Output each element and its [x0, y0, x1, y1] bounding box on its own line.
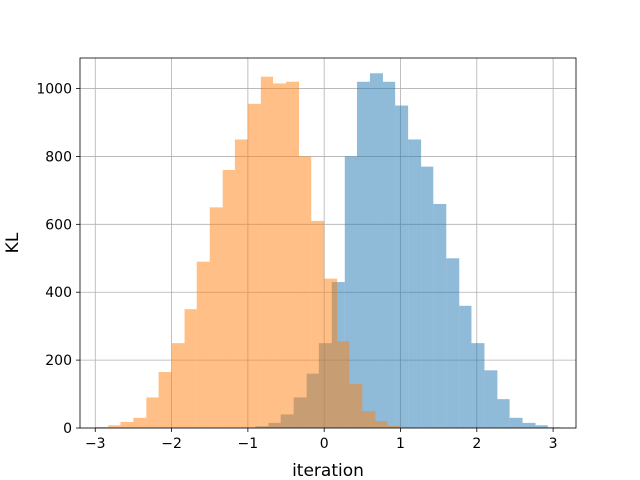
histogram-bar: [356, 81, 370, 428]
y-tick-label: 600: [45, 217, 72, 233]
histogram-bar: [158, 371, 172, 428]
histogram-bar: [509, 417, 523, 428]
histogram-bar: [133, 417, 147, 428]
histogram-bar: [408, 139, 422, 428]
histogram-bar: [108, 425, 121, 428]
histogram-bars: [95, 73, 561, 429]
x-tick-label: 3: [549, 436, 558, 452]
y-tick-label: 800: [45, 149, 72, 165]
histogram-bar: [362, 411, 376, 428]
histogram-bar: [222, 170, 235, 428]
x-tick-label: 2: [472, 436, 481, 452]
histogram-series-2: [95, 76, 401, 429]
histogram-bar: [337, 341, 350, 428]
x-axis-label: iteration: [292, 461, 364, 480]
histogram-bar: [459, 305, 472, 428]
histogram-bar: [260, 76, 274, 428]
y-axis-ticks: 0 200 400 600 800 1000: [36, 82, 80, 437]
histogram-bar: [209, 207, 223, 428]
plot-frame: [79, 57, 577, 429]
histogram-bar: [471, 343, 485, 428]
histogram-bar: [375, 421, 388, 428]
y-tick-label: 200: [45, 353, 72, 369]
y-axis-label: KL: [3, 232, 23, 253]
histogram-bar: [421, 166, 434, 429]
y-tick-label: 1000: [36, 82, 72, 98]
histogram-bar: [146, 397, 159, 428]
histogram-bar: [273, 83, 287, 429]
histogram-bar: [522, 422, 536, 428]
histogram-bar: [286, 81, 300, 428]
histogram-bar: [196, 261, 210, 428]
x-tick-label: 0: [320, 436, 329, 452]
histogram-bar: [395, 105, 409, 428]
histogram-bar: [382, 81, 396, 428]
x-tick-label: 1: [396, 436, 405, 452]
histogram-bar: [497, 399, 510, 428]
histogram-bar: [120, 421, 134, 428]
histogram-bar: [234, 139, 248, 428]
histogram-bar: [324, 278, 338, 428]
histogram-bar: [299, 156, 312, 428]
x-axis-ticks: −3 −2 −1 0 1 2 3: [85, 428, 558, 452]
x-tick-label: −1: [238, 436, 259, 452]
histogram-bar: [387, 425, 401, 428]
y-tick-label: 400: [45, 285, 72, 301]
histogram-bar: [184, 309, 197, 428]
histogram-bar: [171, 343, 185, 428]
x-tick-label: −2: [161, 436, 182, 452]
histogram-bar: [95, 426, 109, 428]
histogram-bar: [433, 203, 447, 428]
histogram-bar: [369, 73, 383, 428]
x-tick-label: −3: [85, 436, 106, 452]
histogram-bar: [535, 425, 548, 428]
histogram-bar: [247, 103, 261, 429]
histogram-bar: [484, 370, 498, 428]
histogram-bar: [349, 383, 363, 428]
histogram-bar: [446, 258, 460, 428]
y-tick-label: 0: [63, 421, 72, 437]
histogram-bar: [311, 220, 325, 428]
